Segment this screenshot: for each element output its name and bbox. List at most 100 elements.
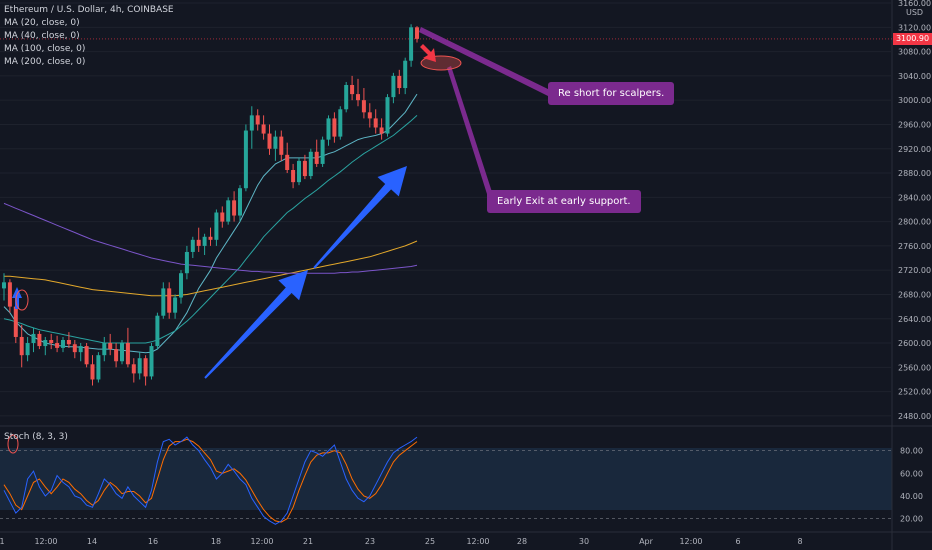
price-tick-label: 3120.00	[898, 23, 931, 32]
price-tick-label: 3160.00	[898, 0, 931, 8]
candle-body	[184, 251, 189, 274]
trend-arrow-upper	[313, 166, 407, 269]
trend-arrow-lower	[204, 270, 308, 379]
candle-body	[314, 151, 319, 164]
candle-body	[49, 340, 54, 344]
candle-body	[243, 130, 248, 189]
candle-body	[208, 236, 213, 240]
price-axis[interactable]: 3160.00 3120.00 3080.00 3040.00 3000.00 2960.…	[898, 0, 931, 524]
callout-short-scalpers[interactable]: Re short for scalpers.	[548, 82, 675, 105]
candle-body	[320, 139, 325, 164]
price-tick-label: 2680.00	[898, 290, 931, 299]
candle-body	[19, 336, 24, 356]
time-tick-label: 1	[0, 537, 5, 546]
candle-body	[267, 133, 272, 149]
time-tick-label: 21	[303, 537, 313, 546]
stoch-label[interactable]: Stoch (8, 3, 3)	[4, 432, 68, 442]
price-tick-label: 2760.00	[898, 242, 931, 251]
time-tick-label: 8	[797, 537, 802, 546]
stoch-line-d	[3, 438, 418, 523]
time-tick-label: 12:00	[250, 537, 273, 546]
ma-line-1	[3, 115, 418, 344]
candle-body	[273, 136, 278, 149]
time-tick-label: 6	[735, 537, 740, 546]
candle-body	[367, 112, 372, 119]
candle-body	[7, 282, 12, 307]
candle-body	[356, 94, 360, 101]
stoch-tick-label: 60.00	[900, 469, 923, 478]
ma100-label[interactable]: MA (100, close, 0)	[4, 44, 86, 54]
candle-body	[261, 124, 266, 134]
candle-body	[131, 364, 136, 374]
time-axis[interactable]: 1 12:00 14 16 18 12:00 21 23 25 12:00 28 30 Apr 12:00…	[0, 537, 803, 546]
candle-body	[84, 346, 89, 365]
stoch-tick-label: 20.00	[900, 515, 923, 524]
ma20-label[interactable]: MA (20, close, 0)	[4, 18, 80, 28]
candle-body	[350, 85, 355, 95]
symbol-title[interactable]: Ethereum / U.S. Dollar, 4h, COINBASE	[4, 5, 174, 15]
time-tick-label: 28	[517, 537, 527, 546]
down-arrow-marker	[420, 44, 436, 62]
price-tick-label: 2520.00	[898, 388, 931, 397]
time-tick-label: 30	[579, 537, 589, 546]
time-tick-label: 25	[425, 537, 435, 546]
candle-body	[155, 315, 160, 347]
candle-body	[55, 343, 60, 348]
price-tick-label: 3040.00	[898, 72, 931, 81]
price-tick-label: 3080.00	[898, 48, 931, 57]
price-tick-label: 2720.00	[898, 266, 931, 275]
candle-body	[173, 297, 178, 313]
last-price-tag: 3100.90	[893, 33, 932, 45]
candle-body	[72, 344, 77, 353]
candle-body	[167, 288, 172, 313]
candle-body	[285, 154, 290, 170]
candle-body	[78, 346, 83, 353]
time-tick-label: 14	[87, 537, 97, 546]
candle-body	[391, 75, 396, 98]
stochastic-panel	[0, 436, 892, 525]
time-tick-label: 23	[365, 537, 375, 546]
candle-body	[226, 200, 231, 222]
time-tick-label: 12:00	[466, 537, 489, 546]
ma40-label[interactable]: MA (40, close, 0)	[4, 31, 80, 41]
candle-body	[31, 333, 36, 344]
candle-body	[190, 239, 195, 252]
candle-body	[361, 100, 366, 113]
candle-body	[397, 75, 402, 89]
price-tick-label: 2840.00	[898, 193, 931, 202]
candle-body	[214, 212, 219, 240]
price-tick-label: 2640.00	[898, 315, 931, 324]
candle-body	[403, 60, 408, 89]
candle-body	[37, 333, 42, 347]
connector-line-2	[447, 66, 492, 194]
candle-body	[232, 200, 237, 216]
ma200-label[interactable]: MA (200, close, 0)	[4, 57, 86, 67]
connector-line-1	[419, 27, 552, 96]
candle-body	[415, 27, 419, 39]
stoch-ellipse	[7, 434, 19, 454]
candle-body	[249, 115, 254, 131]
candle-body	[179, 273, 183, 298]
candle-body	[409, 27, 414, 61]
candle-body	[13, 306, 18, 337]
candle-body	[255, 115, 260, 125]
price-tick-label: 2600.00	[898, 339, 931, 348]
candle-body	[149, 346, 154, 377]
price-tick-label: 3000.00	[898, 96, 931, 105]
trend-arrows	[204, 166, 407, 379]
candle-body	[326, 118, 331, 140]
candles	[2, 24, 419, 386]
callout-early-exit[interactable]: Early Exit at early support.	[487, 190, 641, 213]
price-tick-label: 2800.00	[898, 218, 931, 227]
time-tick-label: 12:00	[679, 537, 702, 546]
time-tick-label: 16	[148, 537, 158, 546]
currency-label: USD	[906, 8, 924, 17]
candle-body	[338, 109, 343, 137]
candle-body	[238, 188, 242, 216]
price-tick-label: 2920.00	[898, 145, 931, 154]
left-ellipse	[15, 289, 29, 311]
candle-body	[297, 160, 301, 183]
candle-body	[43, 340, 48, 347]
